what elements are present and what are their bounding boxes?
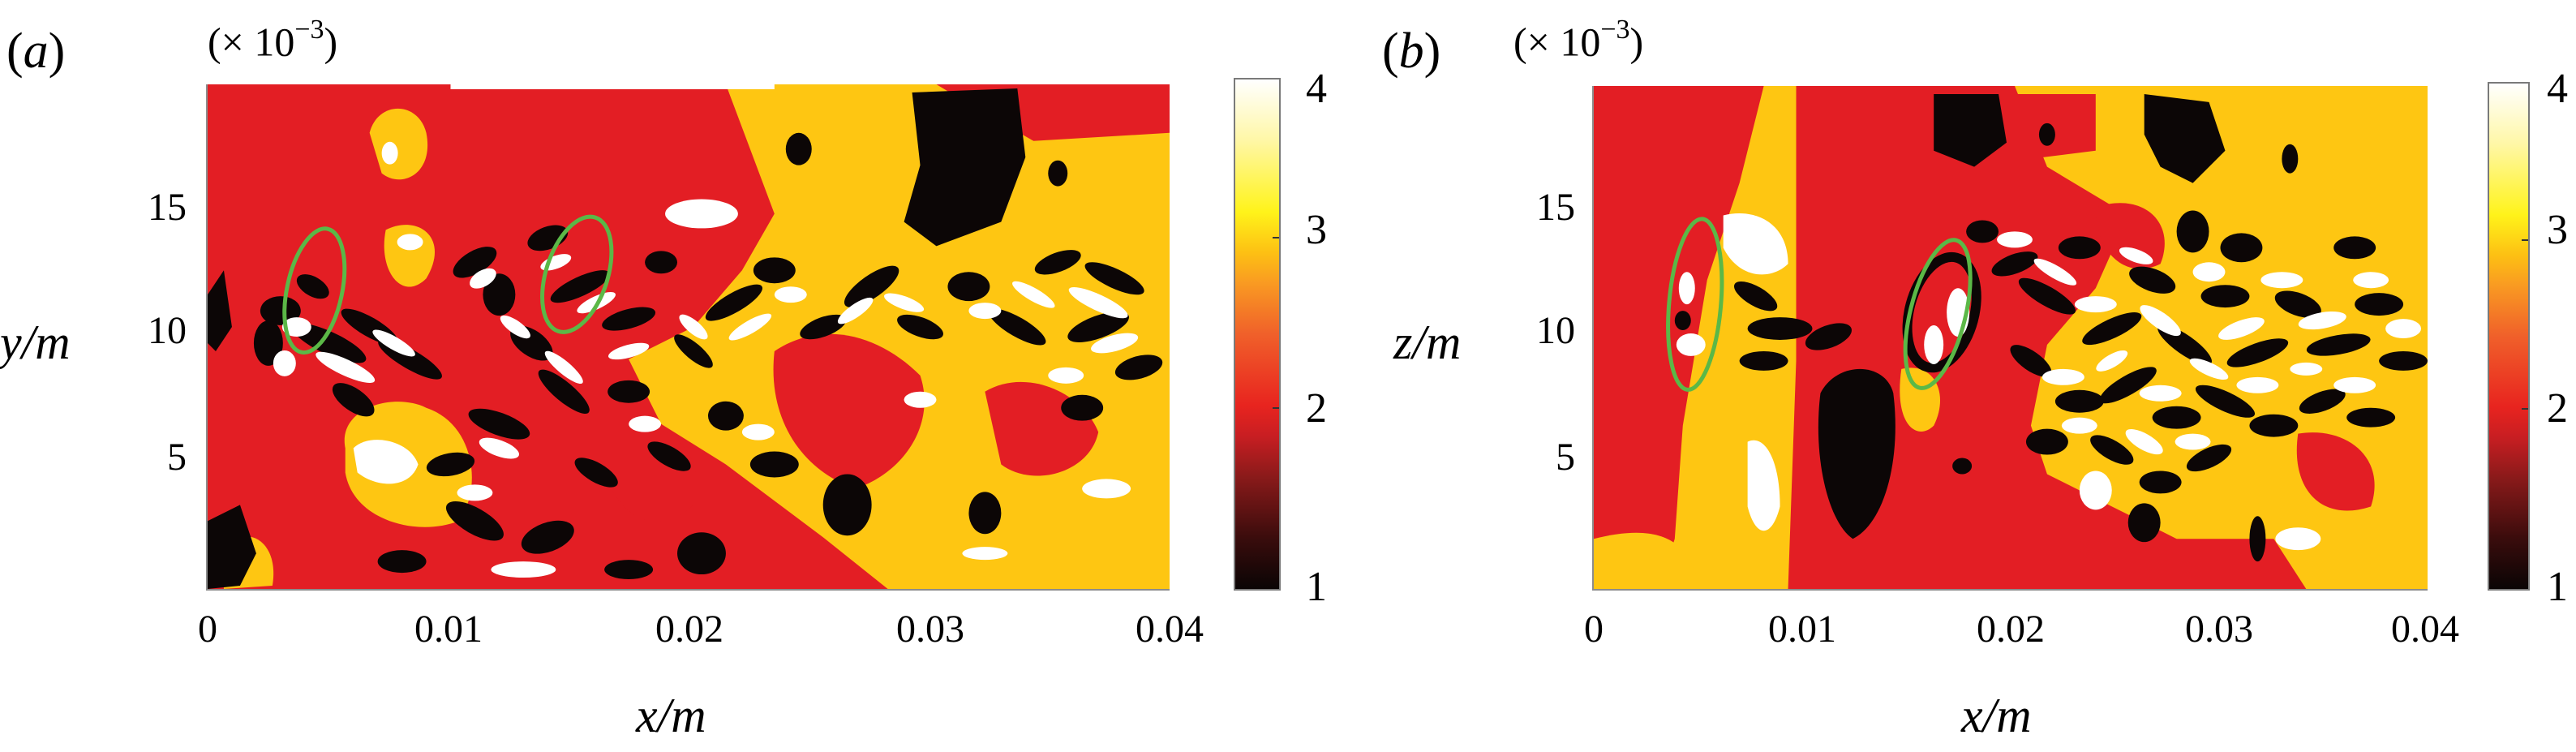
- x-tick-004-b: 0.04: [2391, 608, 2459, 651]
- heatmap-plot-a: [206, 84, 1170, 591]
- colorbar-b: [2488, 82, 2530, 591]
- colorbar-label-1-b: 1: [2547, 564, 2568, 610]
- heatmap-field-b: [1594, 86, 2428, 589]
- y-tick-15-b: 15: [1536, 186, 1575, 229]
- colorbar-label-3-a: 3: [1306, 207, 1327, 253]
- colorbar-label-4-b: 4: [2547, 66, 2568, 112]
- y-tick-5-a: 5: [167, 436, 187, 479]
- x-tick-0-a: 0: [198, 608, 217, 651]
- x-tick-003-b: 0.03: [2185, 608, 2253, 651]
- x-tick-004-a: 0.04: [1136, 608, 1204, 651]
- y-axis-label-b: z/m: [1393, 316, 1462, 369]
- y-scale-note-a: (× 10−3): [208, 15, 338, 65]
- x-tick-002-b: 0.02: [1977, 608, 2045, 651]
- colorbar-label-2-a: 2: [1306, 385, 1327, 432]
- x-tick-0-b: 0: [1584, 608, 1604, 651]
- colorbar-label-2-b: 2: [2547, 385, 2568, 432]
- x-tick-003-a: 0.03: [896, 608, 964, 651]
- colorbar-label-4-a: 4: [1306, 66, 1327, 112]
- x-tick-001-b: 0.01: [1768, 608, 1836, 651]
- y-tick-10-b: 10: [1536, 309, 1575, 352]
- x-tick-002-a: 0.02: [655, 608, 723, 651]
- heatmap-plot-b: [1592, 86, 2428, 591]
- y-tick-10-a: 10: [148, 309, 187, 352]
- colorbar-label-1-a: 1: [1306, 564, 1327, 610]
- x-tick-001-a: 0.01: [414, 608, 483, 651]
- y-axis-label-a: y/m: [0, 316, 71, 369]
- y-tick-15-a: 15: [148, 186, 187, 229]
- x-axis-label-b: x/m: [1961, 689, 2032, 742]
- colorbar-a: [1234, 78, 1281, 591]
- colorbar-tick-2-a: [1273, 407, 1279, 409]
- panel-label-b: (b): [1382, 24, 1441, 79]
- y-scale-note-b: (× 10−3): [1513, 15, 1644, 65]
- colorbar-tick-2-b: [2522, 408, 2528, 410]
- panel-label-a: (a): [6, 24, 66, 79]
- heatmap-field-a: [208, 84, 1170, 589]
- colorbar-tick-3-b: [2522, 239, 2528, 241]
- x-axis-label-a: x/m: [636, 689, 706, 742]
- y-tick-5-b: 5: [1556, 436, 1575, 479]
- colorbar-tick-3-a: [1273, 237, 1279, 238]
- colorbar-label-3-b: 3: [2547, 207, 2568, 253]
